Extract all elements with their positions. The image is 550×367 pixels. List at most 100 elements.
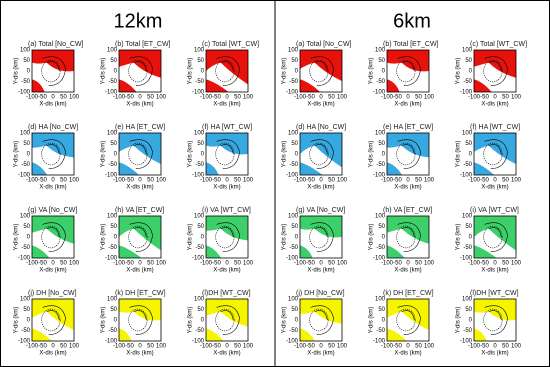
x-tick-label: 100 [69,178,80,184]
y-tick-label: -50 [195,79,204,85]
contour [401,144,415,155]
contour [483,142,503,166]
x-tick-label: 0 [225,344,229,350]
contour [46,144,60,155]
y-tick-label: -50 [376,162,385,168]
y-tick-label: 50 [110,58,117,64]
y-tick-label: 50 [197,224,204,230]
y-tick-label: 100 [107,297,118,303]
shaded-region [119,245,142,258]
x-tick-label: -50 [480,344,489,350]
contour [488,310,502,321]
shaded-region [300,245,313,258]
y-tick-label: 0 [295,152,299,158]
x-axis-label: X-dis (km) [307,102,334,108]
x-tick-label: -50 [393,261,402,267]
y-tick-label: 100 [194,297,205,303]
x-tick-label: -100 [468,95,481,101]
y-tick-label: 0 [382,318,386,324]
contour [46,61,60,72]
shaded-region [32,245,50,258]
x-tick-label: 0 [225,95,229,101]
y-tick-label: 0 [27,318,31,324]
x-tick-label: 50 [147,178,154,184]
x-tick-label: 50 [415,261,422,267]
x-tick-label: -100 [294,344,307,350]
x-axis-label: X-dis (km) [481,268,508,274]
plot-border [299,215,343,259]
x-tick-label: -100 [200,178,213,184]
y-tick-label: 50 [465,224,472,230]
plot-label: (d) HA [No_CW] [28,124,78,131]
contour [314,310,328,321]
contour [220,61,234,72]
x-tick-label: 100 [424,261,435,267]
y-tick-label: 50 [465,307,472,313]
plot-area [474,216,516,258]
group-title: 6km [393,10,431,32]
contour [484,305,508,335]
x-tick-label: 0 [51,95,55,101]
x-tick-label: -50 [480,95,489,101]
x-tick-label: 50 [234,178,241,184]
x-axis-label: X-dis (km) [213,102,240,108]
y-tick-label: 0 [469,152,473,158]
shaded-region [300,328,316,341]
y-tick-label: 50 [291,58,298,64]
plot-label: (c) Total [WT_CW] [202,41,259,48]
plot-area [32,216,74,258]
y-axis-label: Y-dis (km) [282,141,288,168]
plot-border [473,49,517,93]
x-axis-label: X-dis (km) [39,102,66,108]
plot-area [32,133,74,175]
shaded-region [474,79,492,92]
x-tick-label: 0 [493,178,497,184]
shaded-region [119,79,137,92]
contour [46,227,60,238]
y-tick-label: 0 [201,318,205,324]
y-axis-label: Y-dis (km) [456,141,462,168]
y-tick-label: 100 [20,214,31,220]
contour [396,59,416,83]
x-tick-label: 50 [147,344,154,350]
y-tick-label: -50 [376,245,385,251]
contour [484,56,508,86]
plot-label: (h) VA [ET_CW] [115,207,164,214]
contour [488,144,502,155]
contour [41,308,61,332]
y-tick-label: 100 [288,131,299,137]
plot-border [386,215,430,259]
contour [133,227,147,238]
x-tick-label: 100 [511,95,522,101]
y-tick-label: -50 [108,79,117,85]
y-tick-label: 100 [194,214,205,220]
y-tick-label: -100 [192,90,205,96]
y-tick-label: 50 [110,224,117,230]
y-tick-label: 100 [20,48,31,54]
contour [314,144,328,155]
contour [483,225,503,249]
y-tick-label: -100 [373,90,386,96]
y-axis-label: Y-dis (km) [188,141,194,168]
x-tick-label: -100 [381,178,394,184]
x-tick-label: 50 [502,261,509,267]
plot-border [299,298,343,342]
contour [129,222,153,252]
y-tick-label: 50 [197,307,204,313]
plot-label: (l)DH [WT_CW] [470,290,519,297]
plot-label: (l)DH [WT_CW] [202,290,251,297]
shaded-region [119,133,161,165]
contour [309,59,329,83]
contour [216,222,240,252]
x-tick-label: 50 [328,261,335,267]
x-tick-label: 50 [502,95,509,101]
x-tick-label: 100 [337,261,348,267]
x-tick-label: -50 [306,261,315,267]
x-tick-label: 0 [319,178,323,184]
y-tick-label: -50 [108,245,117,251]
plot-label: (j) DH [No_CW] [28,290,77,297]
contour [309,225,329,249]
x-axis-label: X-dis (km) [213,185,240,191]
y-tick-label: 0 [295,69,299,75]
y-tick-label: -100 [192,256,205,262]
